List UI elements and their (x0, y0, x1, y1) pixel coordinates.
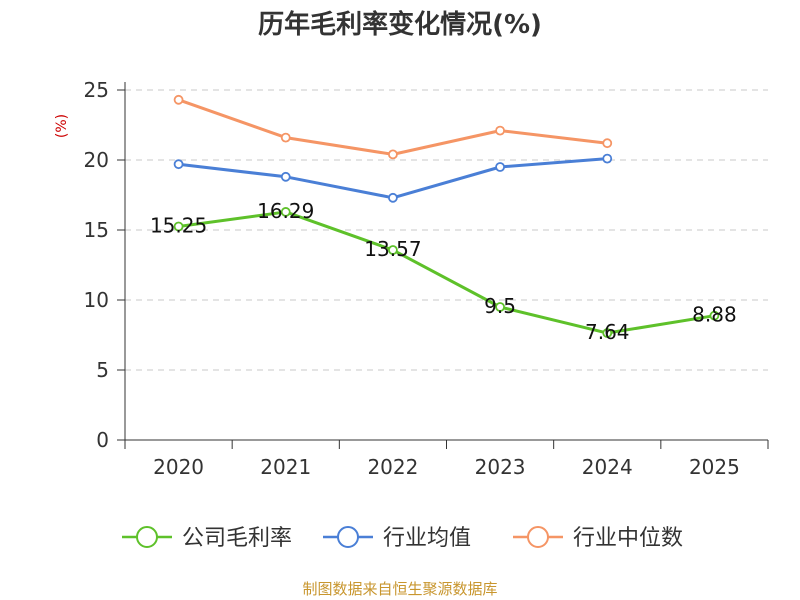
grid-lines (125, 89, 768, 371)
data-point (280, 132, 291, 143)
legend-label: 公司毛利率 (182, 526, 292, 551)
legend-label: 行业中位数 (573, 526, 683, 551)
x-tick-label: 2025 (689, 455, 740, 479)
legend-item-2[interactable]: 行业中位数 (513, 526, 683, 551)
legend-item-1[interactable]: 行业均值 (323, 526, 471, 551)
y-tick-label: 25 (84, 78, 109, 102)
data-point (602, 153, 613, 164)
y-tick-label: 0 (96, 428, 109, 452)
x-tick-label: 2021 (260, 455, 311, 479)
data-point (173, 94, 184, 105)
y-tick-label: 15 (84, 218, 109, 242)
legend-item-0[interactable]: 公司毛利率 (122, 526, 292, 551)
x-tick-label: 2020 (153, 455, 204, 479)
data-point (173, 159, 184, 170)
x-tick-label: 2023 (475, 455, 526, 479)
data-label: 7.64 (585, 320, 630, 344)
x-tick-label: 2022 (367, 455, 418, 479)
data-point (388, 149, 398, 160)
series-line-2 (178, 98, 608, 156)
data-label: 15.25 (150, 214, 207, 238)
data-point (602, 138, 613, 149)
legend-label: 行业均值 (383, 526, 471, 551)
x-tick-label: 2024 (582, 455, 633, 479)
y-tick-label: 10 (84, 288, 109, 312)
y-tick-label: 20 (84, 148, 109, 172)
data-point (388, 192, 398, 203)
data-labels: 15.25 16.29 13.57 9.5 7.64 8.88 (150, 199, 737, 344)
data-label: 9.5 (484, 294, 516, 318)
data-point (602, 328, 613, 338)
data-label: 13.57 (364, 237, 421, 261)
data-point (495, 162, 505, 172)
series (173, 94, 720, 338)
legend-marker (527, 526, 549, 548)
source-note: 制图数据来自恒生聚源数据库 (302, 580, 497, 598)
data-point (280, 171, 291, 182)
y-tick-label: 5 (96, 358, 109, 382)
data-point (709, 310, 720, 321)
series-line-1 (178, 157, 608, 200)
data-point (495, 125, 505, 136)
data-point (495, 302, 505, 312)
y-axis-label: (%) (54, 114, 70, 138)
data-point (173, 221, 184, 232)
series-line-0 (178, 210, 715, 335)
chart-title: 历年毛利率变化情况(%) (258, 9, 542, 40)
data-point (280, 207, 291, 217)
legend-marker (136, 526, 158, 548)
data-label: 16.29 (257, 199, 314, 223)
legend-marker (337, 526, 359, 548)
data-point (388, 245, 398, 255)
data-label: 8.88 (692, 303, 737, 327)
legend[interactable]: 公司毛利率 行业均值 行业中位数 (122, 526, 683, 551)
